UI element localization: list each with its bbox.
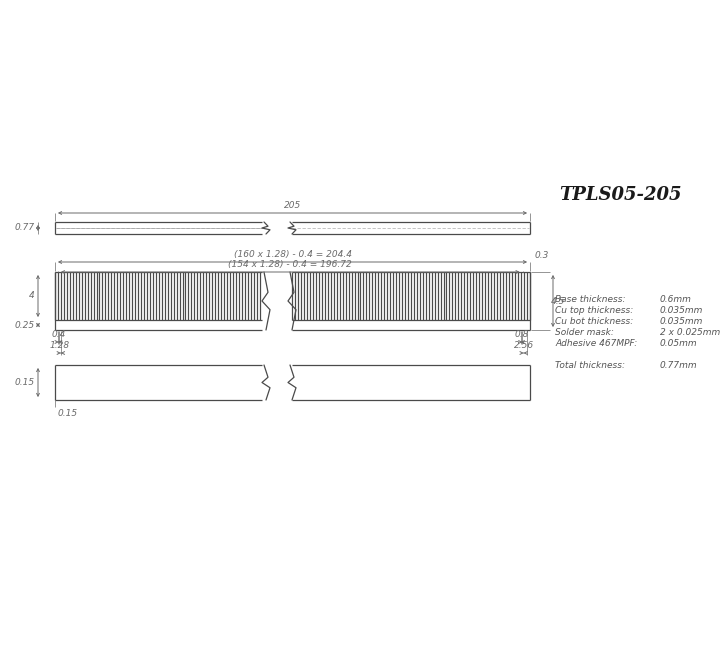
Text: Cu bot thickness:: Cu bot thickness: <box>555 317 634 326</box>
Text: Total thickness:: Total thickness: <box>555 361 625 370</box>
Text: 0.15: 0.15 <box>58 409 78 418</box>
Text: Cu top thickness:: Cu top thickness: <box>555 306 634 315</box>
Text: 0.05mm: 0.05mm <box>660 339 698 348</box>
Text: 0.77mm: 0.77mm <box>660 361 698 370</box>
Text: 0.4: 0.4 <box>51 330 66 339</box>
Text: 0.6mm: 0.6mm <box>660 295 692 304</box>
Text: 1.28: 1.28 <box>50 341 70 350</box>
Text: 4.5: 4.5 <box>551 296 565 306</box>
Text: 0.3: 0.3 <box>535 251 549 260</box>
Text: Solder mask:: Solder mask: <box>555 328 614 337</box>
Text: 0.035mm: 0.035mm <box>660 306 703 315</box>
Text: (154 x 1.28) - 0.4 = 196.72: (154 x 1.28) - 0.4 = 196.72 <box>228 260 352 269</box>
Text: 0.035mm: 0.035mm <box>660 317 703 326</box>
Text: (160 x 1.28) - 0.4 = 204.4: (160 x 1.28) - 0.4 = 204.4 <box>233 250 351 259</box>
Text: 0.77: 0.77 <box>15 224 35 232</box>
Text: TPLS05-205: TPLS05-205 <box>559 186 681 204</box>
Text: 2 x 0.025mm: 2 x 0.025mm <box>660 328 720 337</box>
Text: 4: 4 <box>30 292 35 300</box>
Text: Base thickness:: Base thickness: <box>555 295 626 304</box>
Text: Adhesive 467MPF:: Adhesive 467MPF: <box>555 339 637 348</box>
Text: 0.8: 0.8 <box>514 330 528 339</box>
Text: 205: 205 <box>284 201 301 210</box>
Text: 0.25: 0.25 <box>15 321 35 329</box>
Text: 0.15: 0.15 <box>15 378 35 387</box>
Text: 2.56: 2.56 <box>513 341 534 350</box>
